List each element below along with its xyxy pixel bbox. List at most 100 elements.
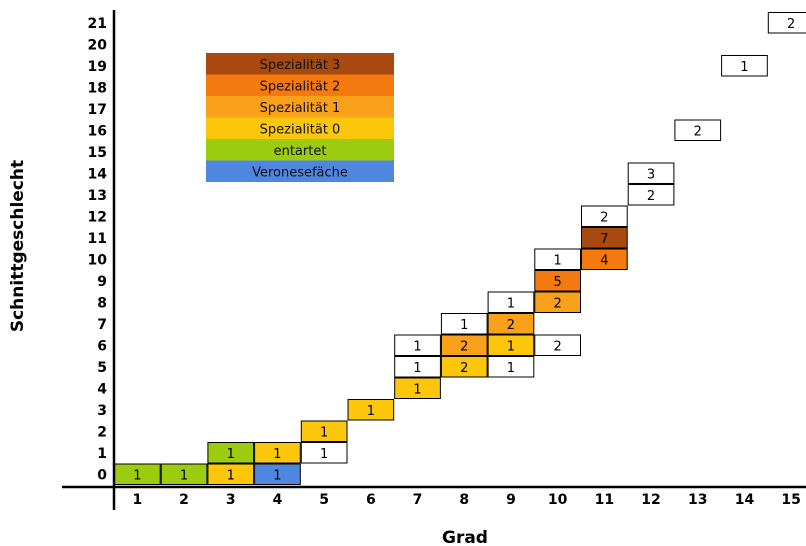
cell-rect: [160, 463, 208, 485]
legend-label: Spezialität 1: [260, 101, 341, 116]
y-tick-label: 10: [88, 252, 108, 268]
y-tick-label: 5: [97, 360, 107, 376]
cell-value: 1: [460, 318, 468, 333]
y-tick-label: 15: [88, 145, 107, 161]
cell-9-6: 1: [487, 334, 535, 356]
cell-rect: [581, 205, 628, 227]
y-tick-label: 14: [88, 166, 108, 182]
cell-9-5: 1: [487, 356, 535, 378]
cell-rect: [627, 184, 675, 206]
cell-9-7: 2: [487, 313, 535, 335]
cell-value: 2: [787, 17, 795, 32]
cells-layer: 1 1 1 1 1 1 1 1 1 1 1 2 1 1 2 1 2 1 2 1 2 5 1 4 7 2 2 3 2 1 2: [114, 12, 806, 485]
y-tick-label: 3: [97, 403, 107, 419]
y-tick-label: 4: [97, 381, 107, 397]
cell-value: 2: [647, 189, 655, 204]
legend-swatch: [206, 117, 394, 139]
ticks-layer: 1 2 3 4 5 6 7 8 9 10 11 12 13 14 150123456789101112131…: [88, 16, 801, 508]
cell-value: 1: [227, 468, 235, 483]
cell-7-6: 1: [394, 334, 441, 356]
x-tick-label: 15: [781, 492, 800, 508]
cell-value: 4: [600, 253, 608, 268]
cell-10-6: 2: [534, 334, 581, 356]
legend-swatch: [206, 53, 394, 75]
cell-value: 3: [647, 167, 655, 182]
cell-rect: [440, 313, 488, 335]
legend-swatch: [206, 74, 394, 96]
y-tick-label: 9: [97, 274, 107, 290]
cell-12-13: 2: [627, 184, 675, 206]
cell-value: 2: [554, 296, 562, 311]
y-tick-label: 0: [97, 467, 107, 483]
legend-item-s3: Spezialität 3: [206, 53, 394, 75]
cell-rect: [440, 356, 488, 378]
cell-7-5: 1: [394, 356, 441, 378]
cell-11-12: 2: [581, 205, 628, 227]
cell-15-21: 2: [767, 12, 806, 34]
cell-1-0: 1: [114, 463, 161, 485]
legend-label: Spezialität 3: [260, 58, 341, 73]
cell-rect: [394, 377, 441, 399]
cell-value: 2: [507, 318, 515, 333]
cell-value: 1: [413, 361, 421, 376]
x-tick-label: 14: [735, 492, 755, 508]
cell-value: 1: [180, 468, 188, 483]
cell-value: 1: [554, 253, 562, 268]
cell-12-14: 3: [627, 162, 675, 184]
cell-rect: [394, 356, 441, 378]
cell-value: 1: [320, 447, 328, 462]
y-tick-label: 18: [88, 80, 107, 96]
cell-rect: [767, 12, 806, 34]
cell-6-3: 1: [347, 399, 395, 421]
cell-value: 1: [507, 339, 515, 354]
cell-rect: [300, 442, 348, 464]
cell-rect: [721, 55, 768, 77]
cell-11-10: 4: [581, 248, 628, 270]
cell-7-4: 1: [394, 377, 441, 399]
cell-4-1: 1: [254, 442, 301, 464]
cell-rect: [581, 227, 628, 249]
cell-value: 1: [413, 382, 421, 397]
legend-swatch: [206, 96, 394, 118]
cell-rect: [487, 334, 535, 356]
y-axis-title: Schnittgeschlecht: [8, 160, 28, 332]
y-tick-label: 6: [97, 338, 107, 354]
cell-rect: [487, 356, 535, 378]
cell-9-8: 1: [487, 291, 535, 313]
x-tick-label: 9: [506, 492, 516, 508]
cell-rect: [440, 334, 488, 356]
y-tick-label: 20: [88, 37, 108, 53]
cell-8-7: 1: [440, 313, 488, 335]
cell-value: 1: [507, 361, 515, 376]
legend-label: entartet: [274, 144, 327, 159]
y-tick-label: 2: [97, 424, 107, 440]
cell-5-1: 1: [300, 442, 348, 464]
cell-rect: [300, 420, 348, 442]
cell-value: 1: [133, 468, 141, 483]
cell-value: 2: [460, 339, 468, 354]
cell-value: 2: [460, 361, 468, 376]
cell-3-0: 1: [207, 463, 255, 485]
cell-rect: [674, 119, 722, 141]
cell-3-1: 1: [207, 442, 255, 464]
x-tick-label: 11: [595, 492, 614, 508]
cell-14-19: 1: [721, 55, 768, 77]
cell-value: 2: [600, 210, 608, 225]
y-tick-label: 7: [97, 317, 107, 333]
cell-value: 7: [600, 232, 608, 247]
cell-value: 1: [740, 60, 748, 75]
x-tick-label: 6: [366, 492, 376, 508]
legend-label: Spezialität 0: [260, 122, 341, 137]
cell-value: 1: [507, 296, 515, 311]
x-tick-label: 13: [688, 492, 707, 508]
cell-rect: [347, 399, 395, 421]
cell-rect: [207, 463, 255, 485]
x-tick-label: 7: [413, 492, 423, 508]
y-tick-label: 12: [88, 209, 107, 225]
cell-rect: [207, 442, 255, 464]
legend-label: Veronesefäche: [252, 165, 348, 180]
cell-rect: [581, 248, 628, 270]
cell-rect: [487, 313, 535, 335]
cell-5-2: 1: [300, 420, 348, 442]
x-tick-label: 10: [548, 492, 568, 508]
